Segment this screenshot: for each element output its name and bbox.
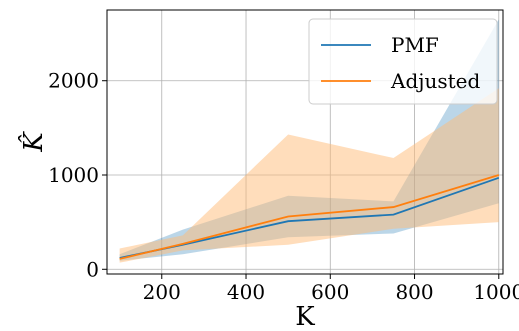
plot-frame — [106, 9, 504, 275]
y-tick-label: 0 — [86, 257, 99, 281]
x-tick-label: 1000 — [473, 280, 519, 304]
x-tick-label: 800 — [395, 280, 433, 304]
legend-label-adjusted: Adjusted — [390, 69, 480, 93]
legend: PMF Adjusted — [308, 18, 498, 105]
series-lines — [119, 174, 500, 260]
x-tick-label: 600 — [311, 280, 349, 304]
confidence-bands — [119, 19, 499, 263]
line-adjusted — [119, 174, 500, 260]
x-tick-label: 200 — [143, 280, 181, 304]
legend-label-pmf: PMF — [391, 33, 439, 57]
axis-ticks: 200 400 600 800 1000 0 1000 2000 — [48, 69, 519, 304]
x-tick-label: 400 — [227, 280, 265, 304]
y-axis-label: K̂ — [18, 131, 49, 153]
y-tick-label: 2000 — [48, 69, 99, 93]
x-axis-label: K — [295, 302, 315, 331]
band-adjusted — [119, 88, 499, 263]
legend-box — [308, 18, 498, 105]
y-tick-label: 1000 — [48, 163, 99, 187]
